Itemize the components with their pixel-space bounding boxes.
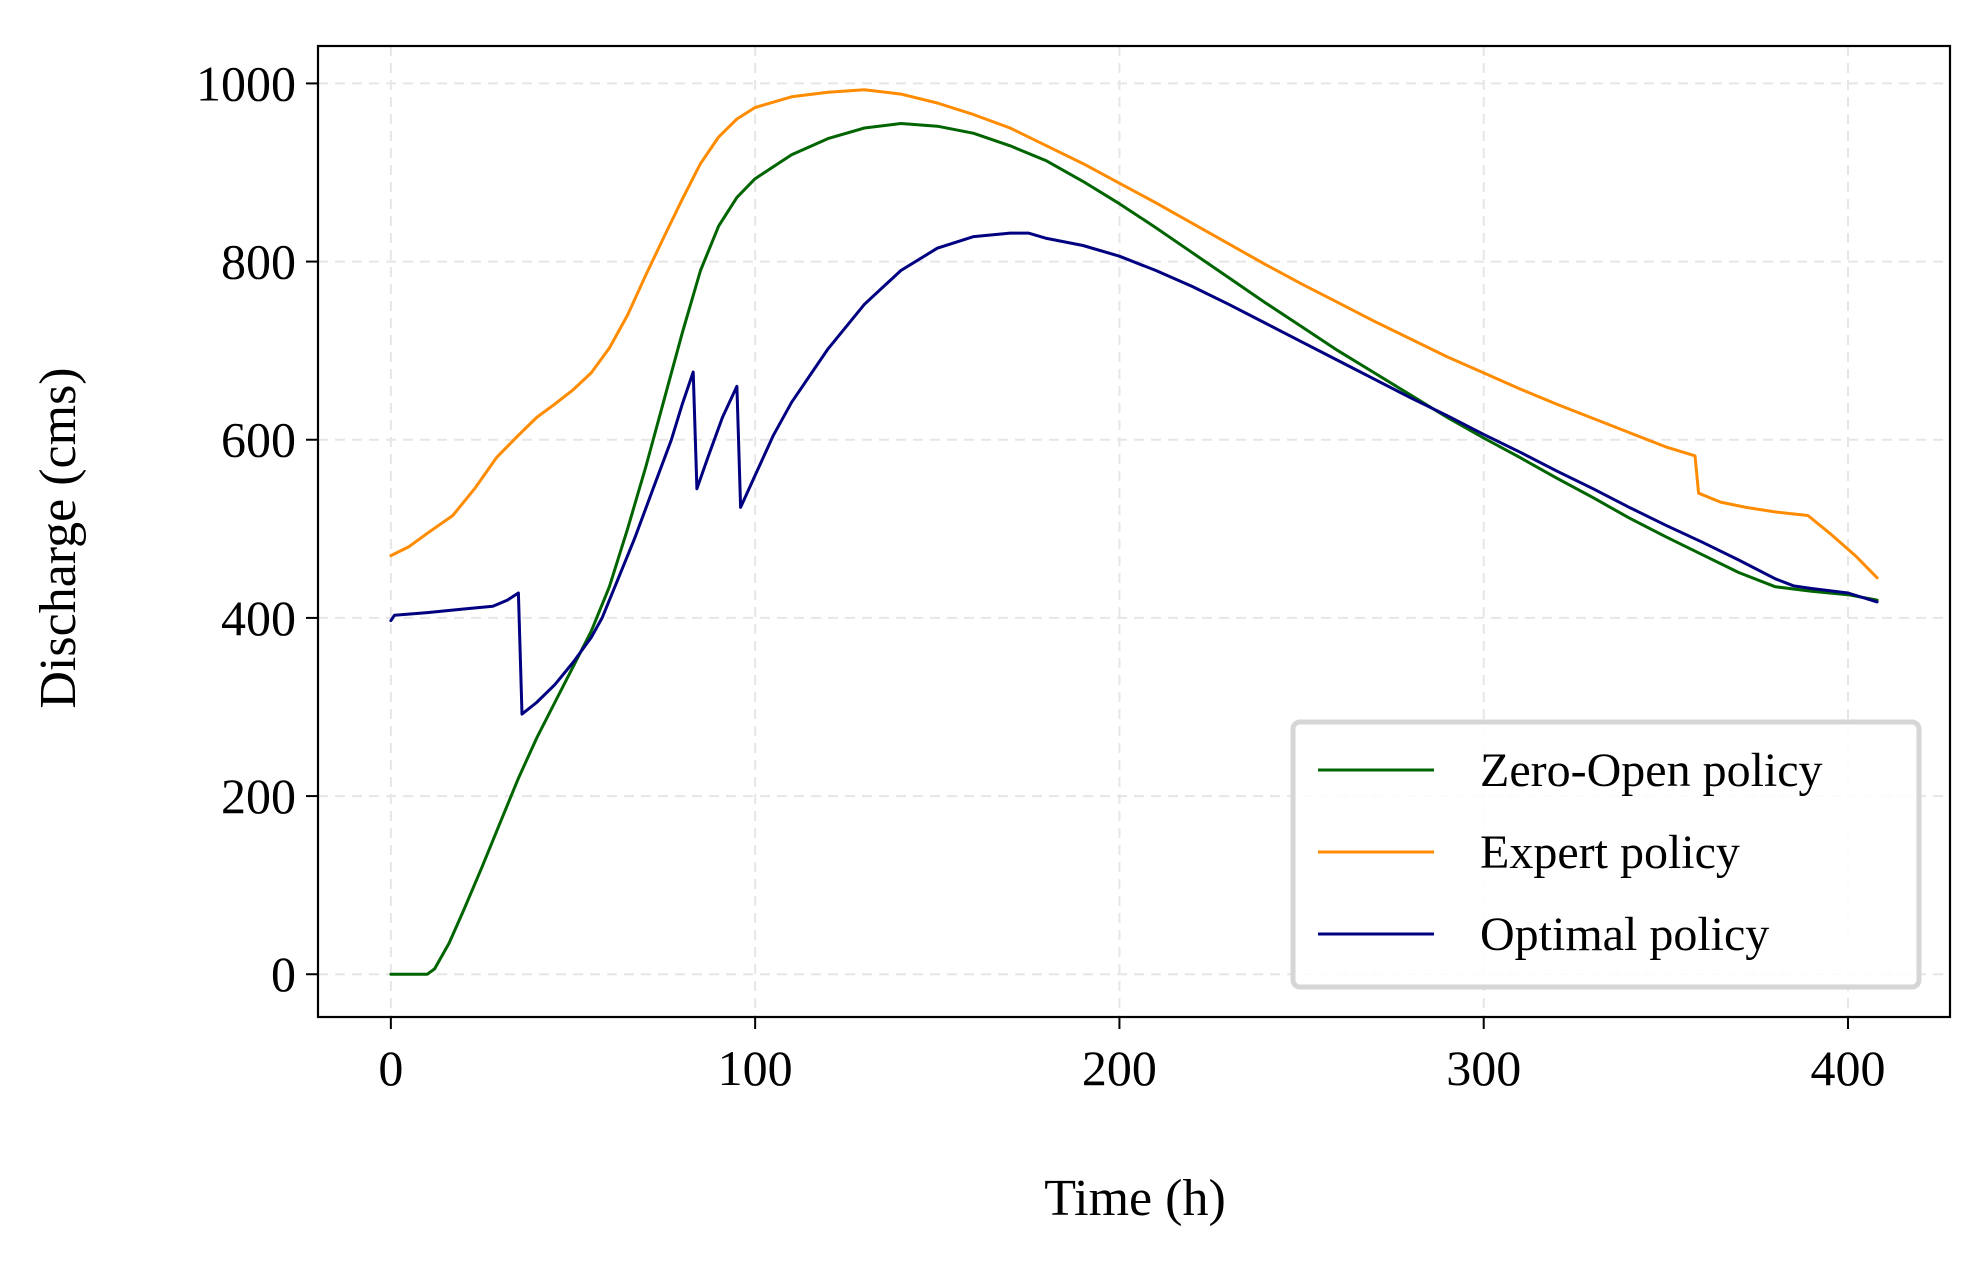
legend-label: Optimal policy [1480, 908, 1769, 961]
y-tick-label: 200 [221, 768, 296, 824]
x-tick-label: 100 [718, 1040, 793, 1096]
y-tick-label: 0 [271, 946, 296, 1002]
y-tick-label: 1000 [196, 55, 296, 111]
legend-box [1290, 719, 1922, 990]
y-axis-ticks: 0 200 400 600 800 1000 [196, 55, 318, 1002]
grid [318, 46, 1950, 1017]
y-tick-label: 600 [221, 412, 296, 468]
series-line-optimal-policy [389, 231, 1879, 716]
x-tick-label: 300 [1446, 1040, 1521, 1096]
series-line-expert-policy [389, 88, 1879, 580]
series-line-zero-open-policy [389, 122, 1879, 976]
legend-label: Zero-Open policy [1480, 744, 1823, 797]
y-axis-title: Discharge (cms) [30, 367, 87, 708]
x-tick-label: 200 [1082, 1040, 1157, 1096]
x-tick-label: 0 [378, 1040, 403, 1096]
x-axis-title: Time (h) [1044, 1170, 1226, 1227]
y-tick-label: 800 [221, 234, 296, 290]
series-lines [389, 88, 1879, 976]
y-tick-label: 400 [221, 590, 296, 646]
x-tick-label: 400 [1811, 1040, 1886, 1096]
legend-label: Expert policy [1480, 826, 1740, 879]
legend: Zero-Open policy Expert policy Optimal pol… [1290, 719, 1922, 990]
x-axis-ticks: 0 100 200 300 400 [378, 1017, 1886, 1096]
plot-frame [316, 44, 1952, 1019]
